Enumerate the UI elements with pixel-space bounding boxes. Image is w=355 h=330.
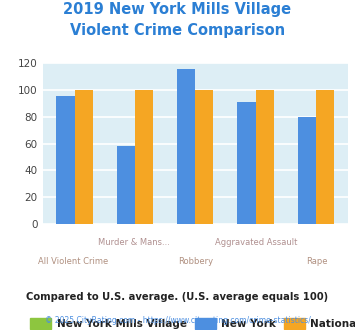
Text: Rape: Rape [307,257,328,266]
Text: Violent Crime Comparison: Violent Crime Comparison [70,23,285,38]
Bar [75,90,93,224]
Text: 2019 New York Mills Village: 2019 New York Mills Village [64,2,291,16]
Text: © 2025 CityRating.com - https://www.cityrating.com/crime-statistics/: © 2025 CityRating.com - https://www.city… [45,316,310,325]
Text: All Violent Crime: All Violent Crime [38,257,108,266]
Text: Aggravated Assault: Aggravated Assault [215,238,297,247]
Bar [237,102,256,224]
Text: Murder & Mans...: Murder & Mans... [98,238,170,247]
Text: Compared to U.S. average. (U.S. average equals 100): Compared to U.S. average. (U.S. average … [26,292,329,302]
Bar [298,116,316,224]
Bar [56,96,75,224]
Bar [177,69,195,224]
Legend: New York Mills Village, New York, National: New York Mills Village, New York, Nation… [26,314,355,330]
Text: Robbery: Robbery [178,257,213,266]
Bar [117,146,135,224]
Bar [316,90,334,224]
Bar [256,90,274,224]
Bar [135,90,153,224]
Bar [195,90,213,224]
